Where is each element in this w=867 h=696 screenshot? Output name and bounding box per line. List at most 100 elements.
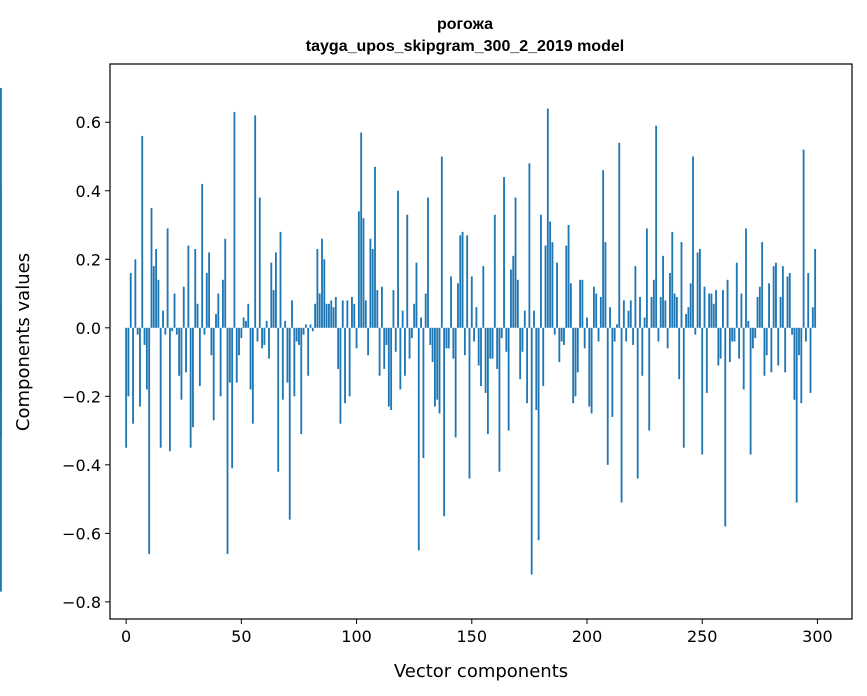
bar-298 bbox=[811, 307, 814, 328]
bar-46 bbox=[231, 327, 234, 469]
bar-65 bbox=[274, 252, 277, 328]
bar-155 bbox=[482, 266, 485, 328]
bar-258 bbox=[719, 327, 722, 359]
bar-102 bbox=[360, 132, 363, 328]
bar-149 bbox=[468, 327, 471, 479]
bar-59 bbox=[261, 327, 264, 349]
bar-279 bbox=[768, 283, 770, 328]
bar-241 bbox=[680, 242, 683, 328]
bar-19 bbox=[168, 327, 171, 452]
bar-204 bbox=[595, 293, 598, 328]
bar-145 bbox=[459, 235, 462, 328]
bar-197 bbox=[579, 279, 582, 328]
bar-80 bbox=[309, 324, 312, 328]
bar-189 bbox=[560, 327, 563, 342]
bar-10 bbox=[148, 327, 151, 554]
bar-36 bbox=[208, 252, 211, 328]
bar-109 bbox=[376, 290, 379, 328]
bar-240 bbox=[678, 327, 681, 380]
bar-187 bbox=[556, 262, 558, 328]
bar-221 bbox=[634, 266, 637, 328]
bar-121 bbox=[404, 327, 406, 376]
bar-171 bbox=[519, 327, 522, 380]
bar-40 bbox=[217, 293, 220, 328]
bar-84 bbox=[318, 293, 321, 328]
bar-224 bbox=[641, 327, 644, 376]
bar-188 bbox=[558, 327, 561, 363]
bar-7 bbox=[141, 135, 144, 328]
bar-238 bbox=[673, 293, 676, 328]
bar-26 bbox=[185, 327, 187, 373]
bar-37 bbox=[210, 327, 213, 356]
y-tick-label: −0.4 bbox=[62, 456, 101, 475]
bar-25 bbox=[182, 286, 185, 328]
bar-137 bbox=[440, 156, 443, 328]
bar-294 bbox=[802, 149, 805, 328]
bar-249 bbox=[698, 249, 701, 328]
bar-275 bbox=[758, 286, 761, 328]
bar-191 bbox=[565, 245, 568, 328]
bar-186 bbox=[553, 327, 556, 335]
bar-215 bbox=[620, 327, 623, 503]
bar-265 bbox=[735, 262, 738, 328]
bar-228 bbox=[650, 296, 653, 328]
bar-269 bbox=[745, 228, 747, 328]
bar-284 bbox=[779, 296, 782, 328]
bar-156 bbox=[484, 327, 487, 393]
bar-35 bbox=[205, 272, 208, 328]
bar-95 bbox=[344, 327, 346, 404]
bar-148 bbox=[466, 235, 469, 328]
bar-52 bbox=[245, 320, 247, 328]
chart-title: рогожа bbox=[437, 16, 493, 33]
bar-200 bbox=[586, 317, 588, 328]
x-tick-label: 250 bbox=[687, 627, 718, 646]
bar-153 bbox=[477, 327, 480, 366]
bar-31 bbox=[196, 303, 199, 328]
bar-96 bbox=[346, 300, 349, 328]
bar-270 bbox=[747, 320, 750, 328]
bar-165 bbox=[505, 327, 508, 352]
bar-245 bbox=[689, 283, 692, 328]
bar-8 bbox=[143, 327, 146, 345]
y-tick-label: 0.6 bbox=[76, 113, 101, 132]
bar-297 bbox=[809, 327, 812, 393]
bar-290 bbox=[793, 327, 796, 400]
bar-123 bbox=[408, 327, 411, 359]
bar-151 bbox=[473, 327, 476, 342]
bar-229 bbox=[652, 279, 655, 328]
bar-252 bbox=[705, 327, 708, 393]
bar-76 bbox=[300, 327, 303, 434]
bar-85 bbox=[321, 238, 323, 328]
bar-87 bbox=[325, 303, 328, 328]
bar-220 bbox=[632, 327, 635, 345]
bar-88 bbox=[327, 303, 330, 328]
bar-192 bbox=[567, 225, 570, 328]
bar-5 bbox=[136, 327, 139, 335]
bar-211 bbox=[611, 327, 614, 417]
bar-66 bbox=[277, 327, 280, 472]
bar-232 bbox=[659, 296, 662, 328]
bar-277 bbox=[763, 327, 766, 376]
bar-0 bbox=[125, 327, 128, 448]
bar-75 bbox=[298, 327, 300, 345]
bar-86 bbox=[323, 259, 326, 328]
y-tick-label: 0.2 bbox=[76, 250, 101, 269]
bar-234 bbox=[664, 300, 667, 328]
bar-101 bbox=[357, 211, 360, 328]
bar-250 bbox=[701, 327, 704, 455]
bar-114 bbox=[387, 327, 390, 407]
x-axis-label: Vector components bbox=[394, 661, 568, 682]
bar-73 bbox=[293, 327, 296, 397]
bar-90 bbox=[332, 307, 335, 328]
bar-239 bbox=[675, 296, 678, 328]
bar-97 bbox=[348, 327, 351, 397]
bar-206 bbox=[599, 296, 602, 328]
bar-41 bbox=[219, 327, 222, 397]
bar-83 bbox=[316, 249, 319, 328]
bar-1 bbox=[127, 327, 130, 397]
bar-293 bbox=[800, 327, 803, 404]
bar-47 bbox=[233, 111, 236, 328]
bar-141 bbox=[450, 276, 452, 328]
bar-124 bbox=[410, 327, 413, 339]
bar-89 bbox=[330, 300, 333, 328]
